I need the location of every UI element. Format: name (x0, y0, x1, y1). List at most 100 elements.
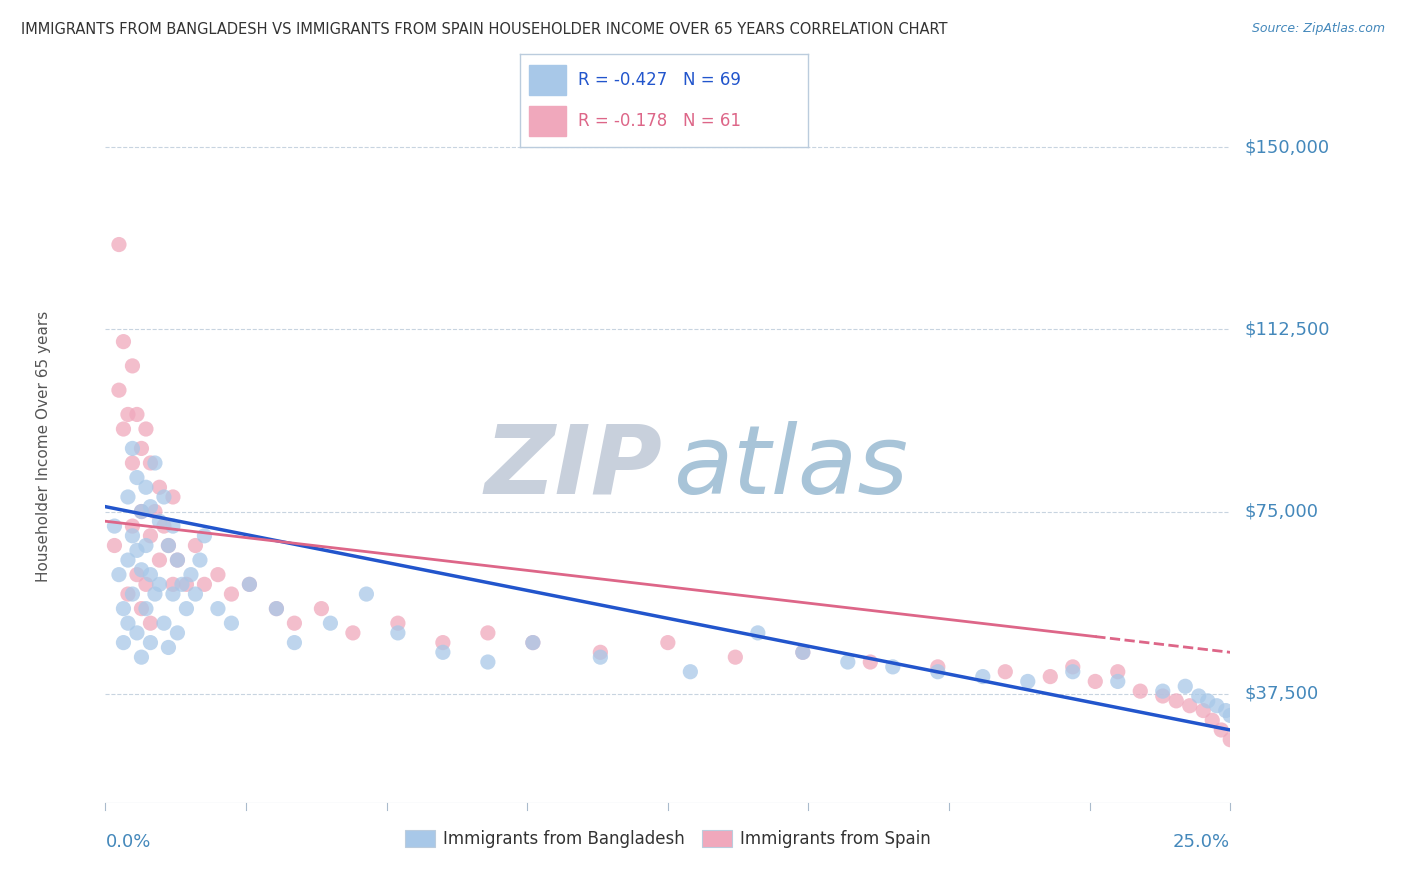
Point (266, 601, 288, 615)
Point (108, 237, 131, 252)
Point (792, 645, 814, 659)
Point (157, 539, 180, 553)
Point (747, 626, 769, 640)
Point (679, 665, 702, 679)
Point (387, 626, 409, 640)
Point (162, 490, 184, 504)
Point (184, 539, 207, 553)
Point (131, 442, 153, 456)
Point (266, 601, 288, 615)
Point (125, 567, 148, 582)
Point (1197, 694, 1219, 708)
Point (477, 655, 499, 669)
Point (103, 519, 125, 533)
Point (117, 616, 139, 631)
Point (1188, 689, 1211, 703)
Point (432, 645, 454, 659)
Point (837, 655, 859, 669)
Point (157, 539, 180, 553)
Point (125, 408, 148, 422)
Point (166, 553, 188, 567)
Point (522, 635, 544, 649)
Point (207, 601, 229, 615)
Point (153, 519, 176, 533)
Point (117, 408, 139, 422)
Point (1166, 694, 1188, 708)
Point (1219, 732, 1241, 747)
Point (135, 601, 157, 615)
Text: $150,000: $150,000 (1244, 138, 1329, 156)
Point (1062, 665, 1084, 679)
Point (1017, 674, 1039, 689)
Point (238, 577, 260, 591)
Point (311, 601, 333, 615)
Point (477, 626, 499, 640)
Point (103, 539, 125, 553)
Point (170, 577, 193, 591)
Point (162, 519, 184, 533)
Point (1215, 704, 1237, 718)
Point (882, 660, 904, 674)
Text: Householder Income Over 65 years: Householder Income Over 65 years (37, 310, 51, 582)
Point (1152, 689, 1174, 703)
Point (176, 577, 198, 591)
Point (143, 456, 166, 470)
Text: 25.0%: 25.0% (1173, 833, 1230, 851)
Point (994, 665, 1017, 679)
Text: R = -0.178   N = 61: R = -0.178 N = 61 (578, 112, 741, 130)
Point (387, 616, 409, 631)
Point (112, 601, 135, 615)
Point (1178, 698, 1201, 713)
Point (207, 567, 229, 582)
Point (148, 514, 170, 528)
Point (139, 635, 162, 649)
Point (1129, 684, 1152, 698)
Point (342, 626, 364, 640)
Point (112, 422, 135, 436)
Text: R = -0.427   N = 69: R = -0.427 N = 69 (578, 70, 741, 88)
Point (319, 616, 342, 631)
Point (125, 543, 148, 558)
Point (131, 650, 153, 665)
Point (117, 587, 139, 601)
Point (139, 529, 162, 543)
Point (432, 635, 454, 649)
Point (589, 645, 612, 659)
Point (792, 645, 814, 659)
Point (1062, 660, 1084, 674)
Text: atlas: atlas (673, 421, 908, 514)
Point (221, 616, 243, 631)
Point (117, 553, 139, 567)
Point (193, 529, 215, 543)
Point (108, 567, 131, 582)
Point (135, 539, 157, 553)
Point (121, 456, 143, 470)
Point (139, 616, 162, 631)
Point (1174, 679, 1197, 693)
Point (657, 635, 679, 649)
Point (927, 665, 949, 679)
Point (927, 660, 949, 674)
Point (589, 650, 612, 665)
Point (1205, 698, 1227, 713)
Point (148, 480, 170, 494)
Point (135, 577, 157, 591)
Point (139, 500, 162, 514)
Point (162, 587, 184, 601)
Point (184, 587, 207, 601)
Point (1107, 674, 1129, 689)
Point (121, 587, 143, 601)
Point (238, 577, 260, 591)
Point (724, 650, 747, 665)
Point (166, 626, 188, 640)
Point (153, 616, 176, 631)
Point (135, 422, 157, 436)
Bar (529, 65, 567, 95)
Bar (529, 106, 567, 136)
Point (131, 563, 153, 577)
Point (221, 587, 243, 601)
Point (1192, 704, 1215, 718)
Point (121, 529, 143, 543)
Point (131, 504, 153, 518)
Point (1201, 713, 1223, 727)
